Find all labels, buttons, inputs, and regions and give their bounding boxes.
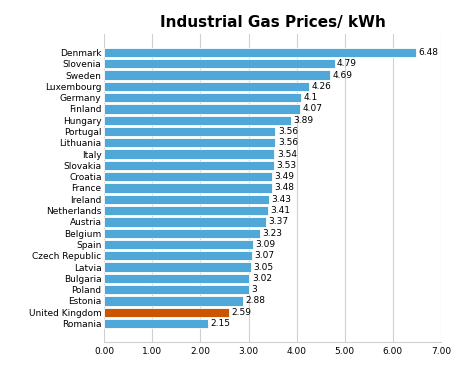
Text: 4.26: 4.26 [311,82,331,91]
Bar [104,127,275,136]
Text: 4.79: 4.79 [337,59,357,68]
Text: 3.53: 3.53 [276,161,297,170]
Bar [104,195,269,204]
Bar [104,285,248,294]
Text: 3.56: 3.56 [278,127,298,136]
Bar [104,161,274,170]
Text: 2.59: 2.59 [231,308,251,317]
Text: 3.49: 3.49 [274,172,294,181]
Text: 4.1: 4.1 [304,93,318,102]
Bar [104,240,253,249]
Text: 3.56: 3.56 [278,138,298,147]
Bar [104,70,330,80]
Text: 3.07: 3.07 [254,251,274,260]
Text: 3.89: 3.89 [294,116,314,125]
Text: 4.07: 4.07 [302,105,322,114]
Bar [104,319,208,328]
Text: 3.23: 3.23 [262,229,282,238]
Text: 3.54: 3.54 [277,150,297,159]
Bar [104,274,249,283]
Bar [104,150,274,159]
Text: 3.48: 3.48 [274,183,294,193]
Text: 3.43: 3.43 [272,195,292,204]
Bar [104,104,300,114]
Bar [104,59,335,68]
Bar [104,217,266,226]
Text: 3.41: 3.41 [271,206,291,215]
Text: 3.02: 3.02 [252,274,272,283]
Text: 2.88: 2.88 [245,296,265,305]
Bar [104,251,252,261]
Bar [104,296,243,306]
Bar [104,138,275,147]
Text: 2.15: 2.15 [210,319,230,328]
Bar [104,229,260,238]
Bar [104,93,301,102]
Bar [104,115,292,125]
Text: 6.48: 6.48 [418,48,438,57]
Bar [104,82,309,91]
Bar [104,262,251,272]
Bar [104,183,272,193]
Text: 4.69: 4.69 [332,71,352,80]
Bar [104,172,272,181]
Bar [104,308,229,317]
Text: 3.09: 3.09 [255,240,275,249]
Title: Industrial Gas Prices/ kWh: Industrial Gas Prices/ kWh [160,15,385,30]
Text: 3.37: 3.37 [269,217,289,226]
Text: 3: 3 [251,285,256,294]
Bar [104,48,416,57]
Bar [104,206,268,215]
Text: 3.05: 3.05 [253,262,273,271]
